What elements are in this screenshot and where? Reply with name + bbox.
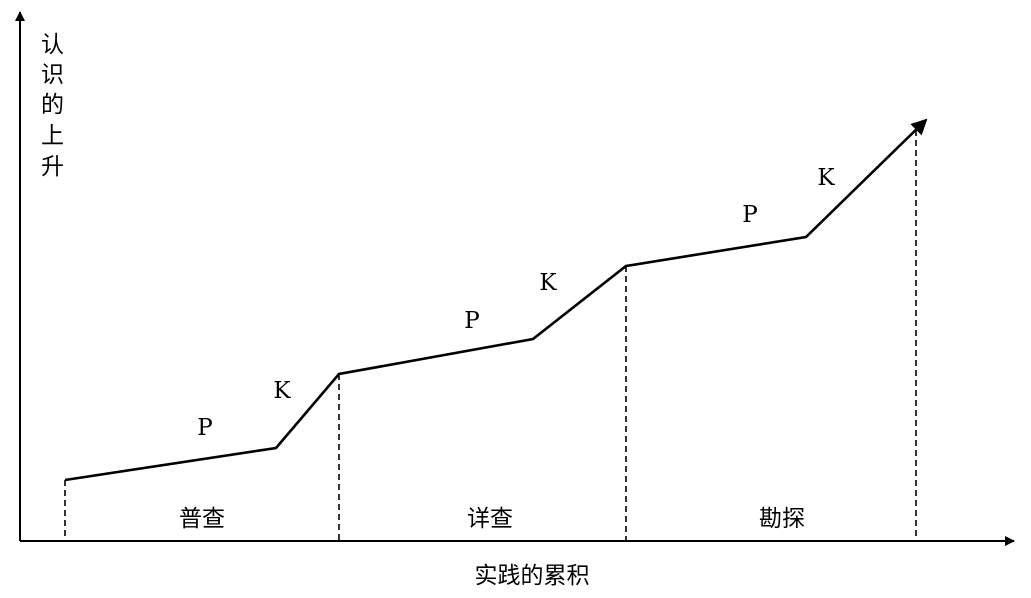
- y-label-char: 识: [41, 62, 64, 88]
- y-label-char: 升: [41, 154, 64, 180]
- x-axis-label: 实践的累积: [475, 563, 590, 589]
- p-label: P: [464, 308, 479, 334]
- y-label-char: 的: [41, 92, 64, 118]
- y-label-char: 上: [41, 123, 64, 149]
- stage-label: 详查: [467, 506, 513, 532]
- progression-line: [64, 118, 928, 482]
- y-label-char: 认: [41, 32, 64, 58]
- k-label: K: [817, 165, 835, 191]
- y-axis-label: 认 识 的 上 升: [41, 32, 64, 180]
- stage-label: 普查: [179, 506, 225, 532]
- p-label: P: [742, 202, 757, 228]
- stage-label: 勘探: [759, 506, 805, 532]
- k-label: K: [539, 270, 557, 296]
- p-label: P: [197, 415, 212, 441]
- k-label: K: [273, 378, 291, 404]
